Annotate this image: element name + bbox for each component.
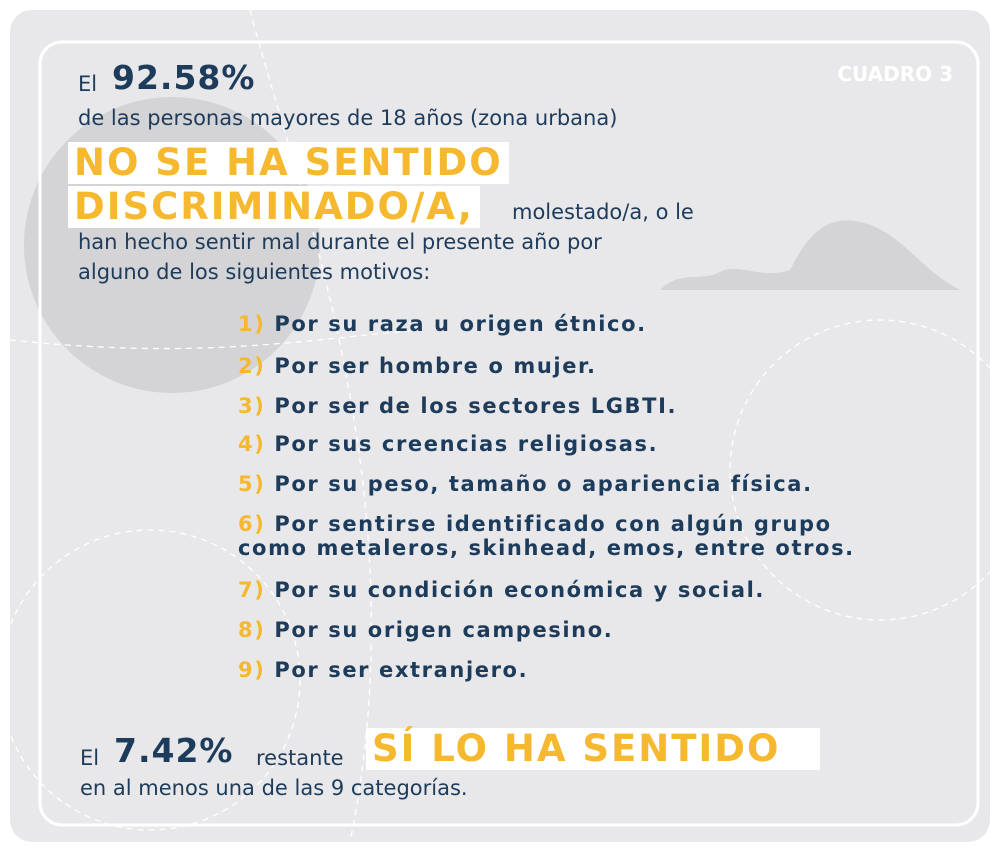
motive: 9) Por ser extranjero. xyxy=(238,658,528,682)
motive-text: Por su peso, tamaño o apariencia física. xyxy=(274,472,813,496)
intro-prefix: El xyxy=(78,72,98,96)
motive-text: Por sus creencias religiosas. xyxy=(274,432,659,456)
motive: 4) Por sus creencias religiosas. xyxy=(238,432,658,456)
motive-text: Por su origen campesino. xyxy=(274,618,614,642)
motive-number: 2) xyxy=(238,354,266,378)
motive-text: como metaleros, skinhead, emos, entre ot… xyxy=(238,536,855,560)
motive: 6) Por sentirse identificado con algún g… xyxy=(238,512,855,560)
intro-percent: 92.58% xyxy=(112,58,256,97)
motive-number: 1) xyxy=(238,312,266,336)
footer-prefix: El xyxy=(80,746,100,770)
motive: 1) Por su raza u origen étnico. xyxy=(238,312,647,336)
footer-percent: 7.42% xyxy=(114,731,234,770)
headline: DISCRIMINADO/A, xyxy=(68,186,480,228)
motive: 8) Por su origen campesino. xyxy=(238,618,613,642)
motive-number: 5) xyxy=(238,472,266,496)
motive: 2) Por ser hombre o mujer. xyxy=(238,354,597,378)
dashed-circle xyxy=(0,529,301,831)
dashed-circle xyxy=(729,319,998,621)
motive-text: Por su condición económica y social. xyxy=(274,578,766,602)
motive-number: 6) xyxy=(238,512,266,536)
intro-text: han hecho sentir mal durante el presente… xyxy=(78,230,602,254)
motive-text: Por ser de los sectores LGBTI. xyxy=(274,394,678,418)
motive-number: 3) xyxy=(238,394,266,418)
footer-detail: en al menos una de las 9 categorías. xyxy=(80,776,468,800)
motive-text: Por ser hombre o mujer. xyxy=(274,354,597,378)
label: CUADRO 3 xyxy=(837,62,953,86)
footer-suffix: restante xyxy=(256,746,344,770)
motive-text: Por sentirse identificado con algún grup… xyxy=(274,512,832,536)
intro-text: molestado/a, o le xyxy=(512,200,694,224)
dashed-line xyxy=(9,329,421,350)
motive: 7) Por su condición económica y social. xyxy=(238,578,765,602)
footer-headline: SÍ LO HA SENTIDO xyxy=(366,728,821,770)
headline: NO SE HA SENTIDO xyxy=(68,142,509,184)
intro-population: de las personas mayores de 18 años (zona… xyxy=(78,106,618,130)
motive-number: 8) xyxy=(238,618,266,642)
motive-number: 7) xyxy=(238,578,266,602)
intro-text: alguno de los siguientes motivos: xyxy=(78,260,431,284)
motive: 3) Por ser de los sectores LGBTI. xyxy=(238,394,677,418)
motive-number: 4) xyxy=(238,432,266,456)
mountain-decoration xyxy=(660,220,960,290)
motive-text: Por ser extranjero. xyxy=(274,658,529,682)
motive: 5) Por su peso, tamaño o apariencia físi… xyxy=(238,472,813,496)
frame xyxy=(38,40,980,827)
motive-text: Por su raza u origen étnico. xyxy=(274,312,647,336)
motive-number: 9) xyxy=(238,658,266,682)
dashed-line xyxy=(249,9,372,843)
